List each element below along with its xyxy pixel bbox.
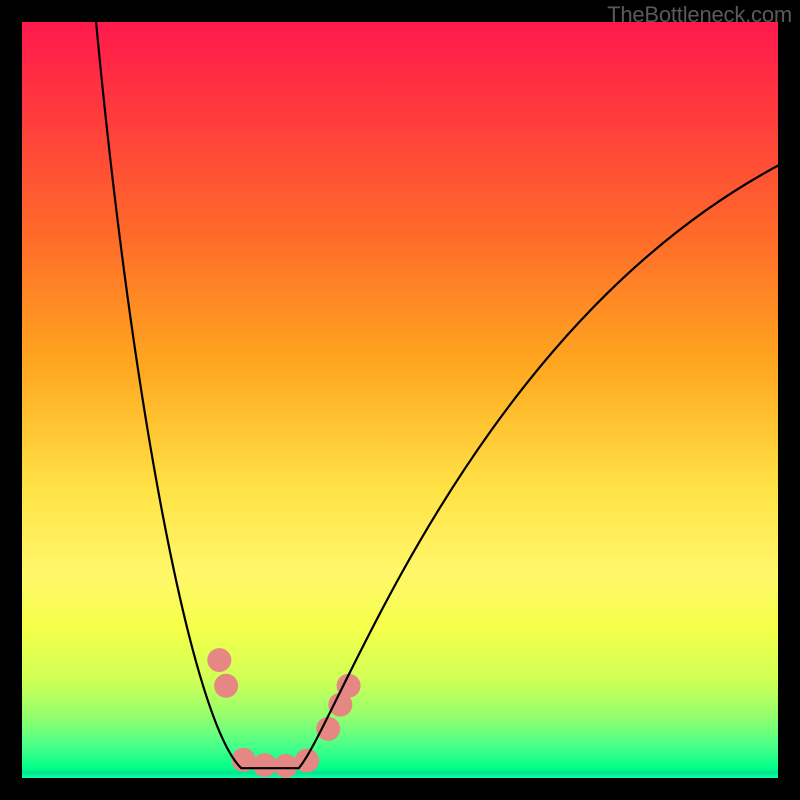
marker-point <box>207 648 231 672</box>
chart-frame <box>22 22 778 778</box>
marker-point <box>274 754 298 778</box>
marker-point <box>214 674 238 698</box>
gradient-background <box>22 22 778 778</box>
bottleneck-chart <box>22 22 778 778</box>
watermark-text: TheBottleneck.com <box>607 2 792 28</box>
marker-point <box>253 753 277 777</box>
marker-point <box>316 717 340 741</box>
